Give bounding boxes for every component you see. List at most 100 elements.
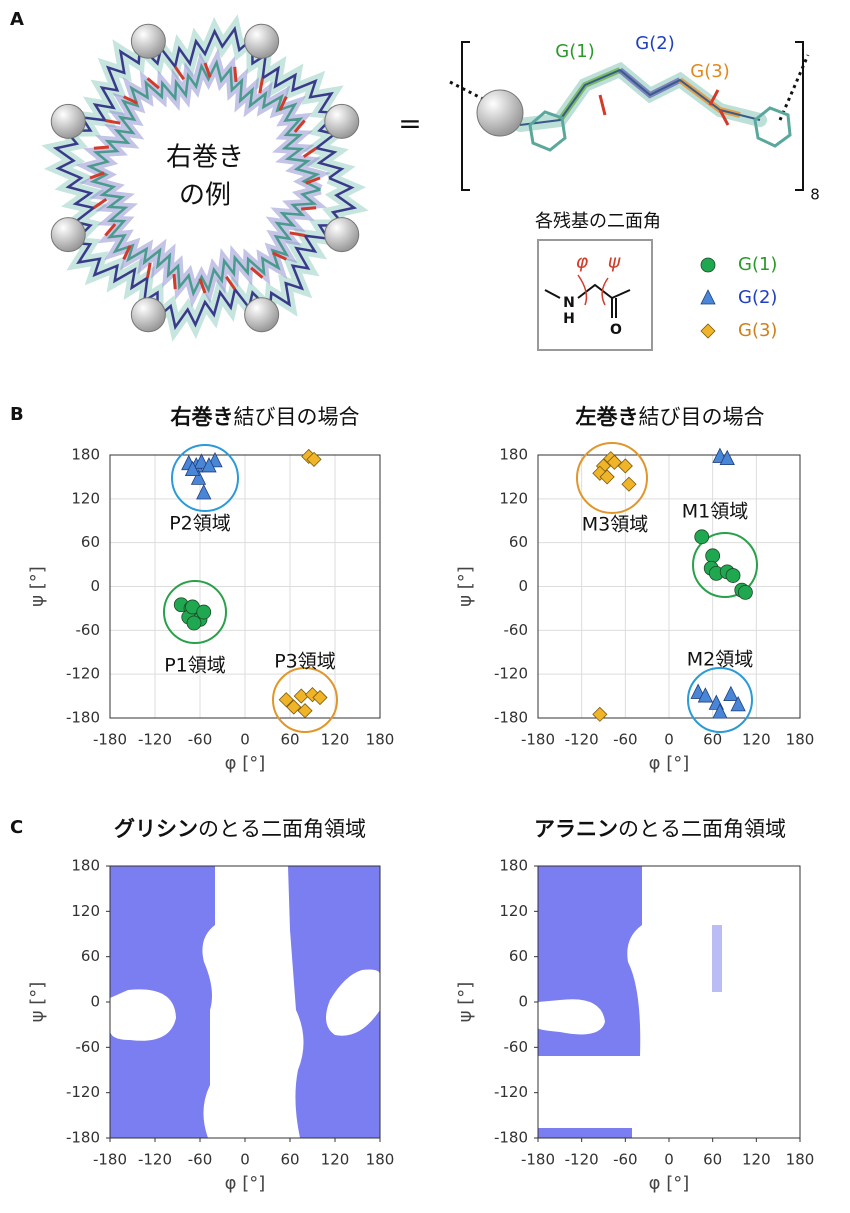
point xyxy=(306,451,322,467)
x-axis-label: φ [°] xyxy=(225,753,266,774)
y-tick-label: -60 xyxy=(76,621,101,639)
x-tick-label: 60 xyxy=(280,731,299,749)
bonds xyxy=(544,283,631,318)
point xyxy=(725,568,741,583)
x-tick-label: -120 xyxy=(565,731,599,749)
region-circle xyxy=(171,444,239,512)
region-label: P2領域 xyxy=(169,513,231,535)
y-axis-label: ψ [°] xyxy=(27,566,48,607)
x-tick-label: -60 xyxy=(188,731,213,749)
x-tick-label: -60 xyxy=(613,731,638,749)
point xyxy=(621,476,637,492)
x-tick-label: 60 xyxy=(703,1151,722,1169)
carbonyl xyxy=(89,171,105,180)
region-circle xyxy=(692,532,758,598)
carbonyl xyxy=(301,206,317,211)
y-axis-label: ψ [°] xyxy=(27,982,48,1023)
allowed-region xyxy=(538,999,605,1035)
carbonyl xyxy=(174,66,186,81)
y-tick-label: 60 xyxy=(81,947,100,965)
sphere xyxy=(130,23,166,59)
dihedral-title: 各残基の二面角 xyxy=(535,211,661,232)
x-tick-label: 0 xyxy=(240,1151,250,1169)
point xyxy=(719,449,735,466)
allowed-region xyxy=(712,925,722,992)
point xyxy=(186,615,202,631)
x-tick-label: 60 xyxy=(280,1151,299,1169)
sphere xyxy=(476,89,524,137)
y-tick-label: 0 xyxy=(90,993,100,1011)
carbonyl xyxy=(122,245,132,260)
molecule-ring xyxy=(41,14,369,342)
carbonyl xyxy=(104,223,117,237)
x-tick-label: -180 xyxy=(93,731,127,749)
point xyxy=(201,457,217,473)
y-tick-label: -120 xyxy=(66,665,100,683)
point xyxy=(297,703,313,719)
region-label: M2領域 xyxy=(687,649,753,671)
point xyxy=(617,458,633,474)
plot-frame xyxy=(537,865,801,1139)
carbonyl xyxy=(172,274,177,290)
y-tick-label: 120 xyxy=(499,489,528,507)
y-tick-label: 0 xyxy=(518,993,528,1011)
region-circle xyxy=(163,580,227,644)
point xyxy=(592,706,608,722)
carbonyl xyxy=(293,119,306,133)
ring xyxy=(753,106,792,148)
y-tick-label: 120 xyxy=(71,902,100,920)
chart: 右巻き結び目の場合 -180 -120 -60 0 60 120 180 -180 -120 -60… xyxy=(27,405,394,774)
legend-label: G(1) xyxy=(738,254,777,275)
y-tick-label: -180 xyxy=(66,1129,100,1147)
chart-title: アラニンのとる二面角領域 xyxy=(534,817,786,841)
legend: G(1) G(2) G(3) xyxy=(700,254,777,341)
panel-label: B xyxy=(10,404,24,425)
x-axis-label: φ [°] xyxy=(649,753,690,774)
chart-title: 左巻き結び目の場合 xyxy=(576,405,765,429)
y-tick-label: -60 xyxy=(504,1038,529,1056)
title-bold: グリシン xyxy=(114,817,198,841)
backbone-line xyxy=(519,68,761,126)
repeat-unit xyxy=(449,41,810,191)
point xyxy=(712,703,728,719)
region-label: P1領域 xyxy=(164,655,226,677)
x-tick-label: -180 xyxy=(93,1151,127,1169)
title-rest: のとる二面角領域 xyxy=(198,817,366,841)
x-tick-label: 0 xyxy=(664,731,674,749)
legend-marker xyxy=(700,323,716,339)
ring-bonds xyxy=(86,59,321,297)
segment-label: G(2) xyxy=(635,33,674,54)
sphere xyxy=(244,297,280,333)
carbonyl xyxy=(289,231,305,237)
equals: = xyxy=(398,107,421,140)
y-tick-label: -180 xyxy=(494,1129,528,1147)
ring xyxy=(528,110,567,152)
x-tick-label: -120 xyxy=(565,1151,599,1169)
x-tick-label: 180 xyxy=(786,1151,815,1169)
carbonyl xyxy=(198,278,207,294)
sphere xyxy=(324,103,360,139)
title-rest: 結び目の場合 xyxy=(234,405,360,429)
plot-frame xyxy=(109,865,381,1139)
carbonyl xyxy=(258,78,264,94)
ring-label: の例 xyxy=(179,181,231,211)
y-tick-label: 60 xyxy=(509,533,528,551)
carbonyl xyxy=(93,145,109,150)
x-tick-label: 120 xyxy=(321,1151,350,1169)
x-tick-label: -60 xyxy=(188,1151,213,1169)
point xyxy=(606,454,622,470)
y-tick-label: 0 xyxy=(518,577,528,595)
y-tick-label: -120 xyxy=(494,1083,528,1101)
x-tick-label: 120 xyxy=(321,731,350,749)
carbonyl xyxy=(123,95,138,105)
legend-marker xyxy=(700,257,716,273)
box xyxy=(537,239,653,351)
atom: N xyxy=(563,295,575,311)
sphere xyxy=(324,217,360,253)
title-rest: のとる二面角領域 xyxy=(618,817,786,841)
sphere xyxy=(50,217,86,253)
y-tick-label: 60 xyxy=(81,533,100,551)
carbonyl xyxy=(598,89,730,126)
region-circle xyxy=(576,442,648,514)
